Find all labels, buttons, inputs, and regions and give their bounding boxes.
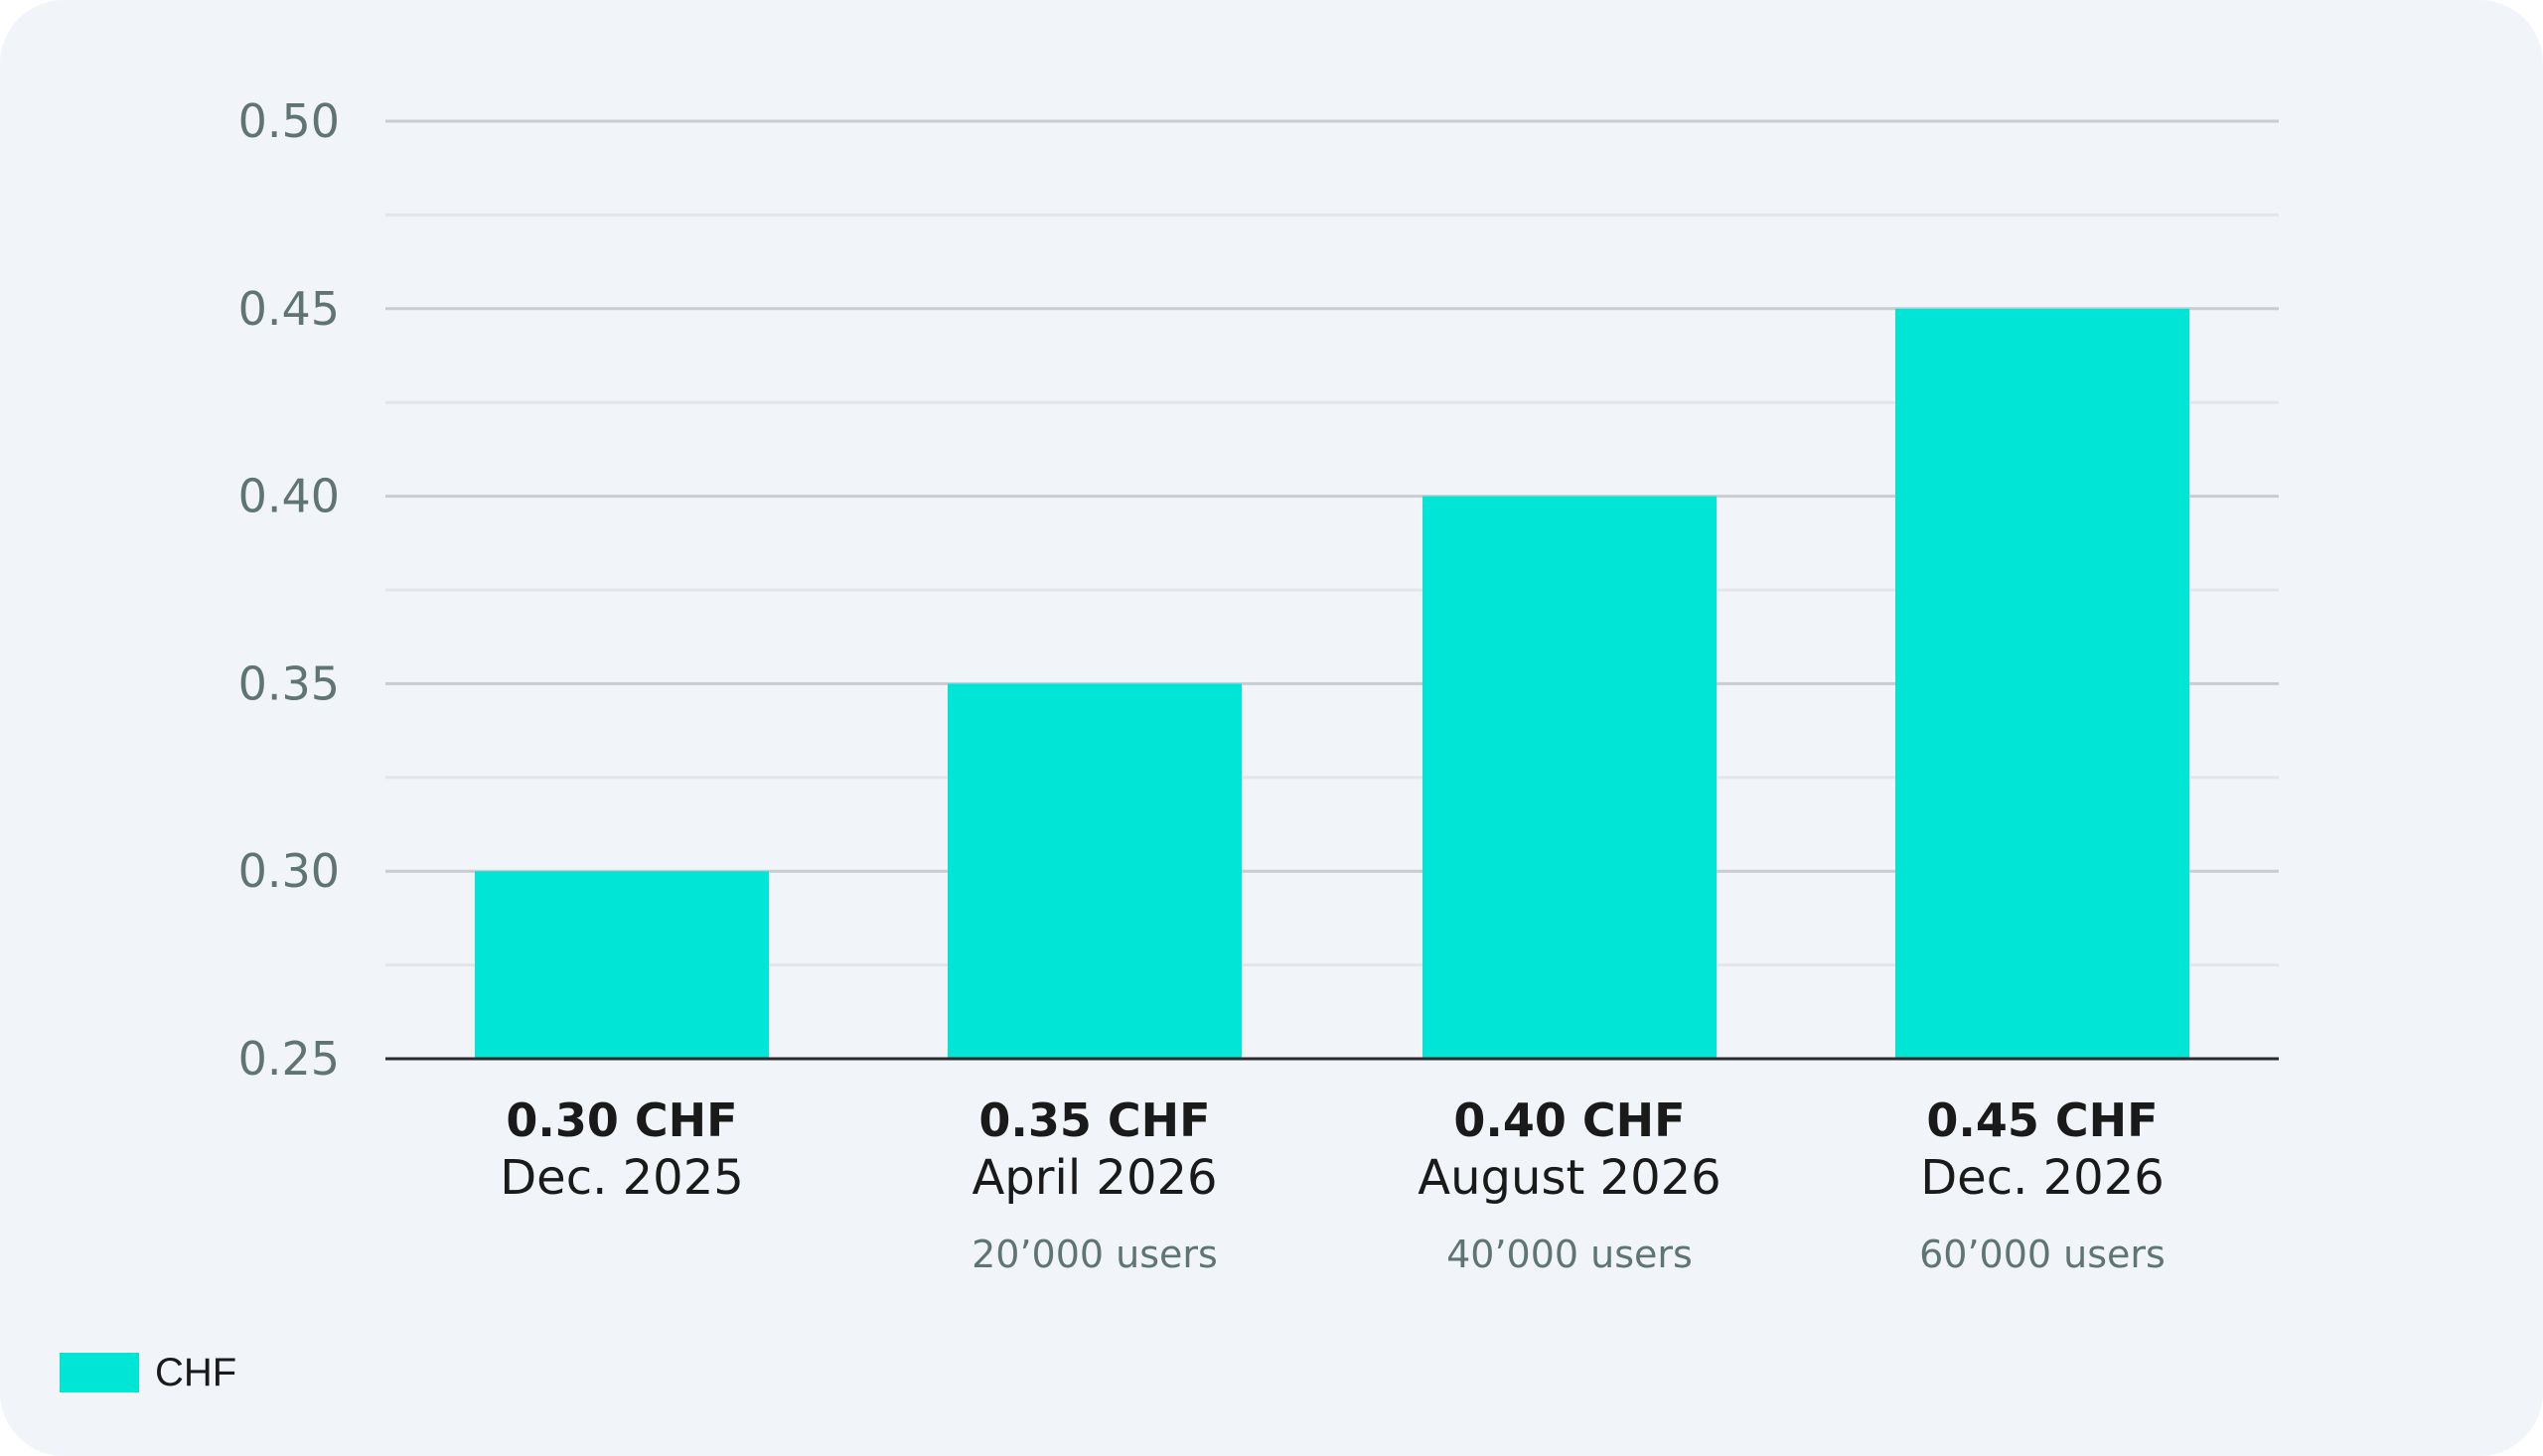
bar-users-label: 60’000 users [1919,1233,2166,1276]
bar-date-label: Dec. 2025 [500,1150,744,1206]
bar-users-label: 20’000 users [972,1233,1218,1276]
bar-value-label: 0.40 CHF [1453,1093,1685,1147]
bar [1895,308,2189,1059]
bar-users-label: 40’000 users [1446,1233,1693,1276]
bar [948,683,1242,1059]
bar-value-label: 0.30 CHF [506,1093,737,1147]
bar-date-label: Dec. 2026 [1920,1150,2165,1206]
bar-value-label: 0.35 CHF [978,1093,1210,1147]
bar [1422,496,1717,1060]
y-tick-label: 0.30 [238,844,340,898]
legend-swatch [60,1353,139,1392]
bar-value-label: 0.45 CHF [1926,1093,2158,1147]
legend-label: CHF [155,1350,237,1394]
y-tick-label: 0.40 [238,470,340,523]
bar-date-label: August 2026 [1418,1150,1720,1206]
legend: CHF [60,1351,236,1394]
bar-date-label: April 2026 [972,1150,1217,1206]
y-tick-label: 0.35 [238,656,340,710]
bar [475,871,769,1059]
y-tick-label: 0.50 [238,94,340,148]
y-tick-label: 0.45 [238,282,340,336]
y-tick-label: 0.25 [238,1032,340,1086]
